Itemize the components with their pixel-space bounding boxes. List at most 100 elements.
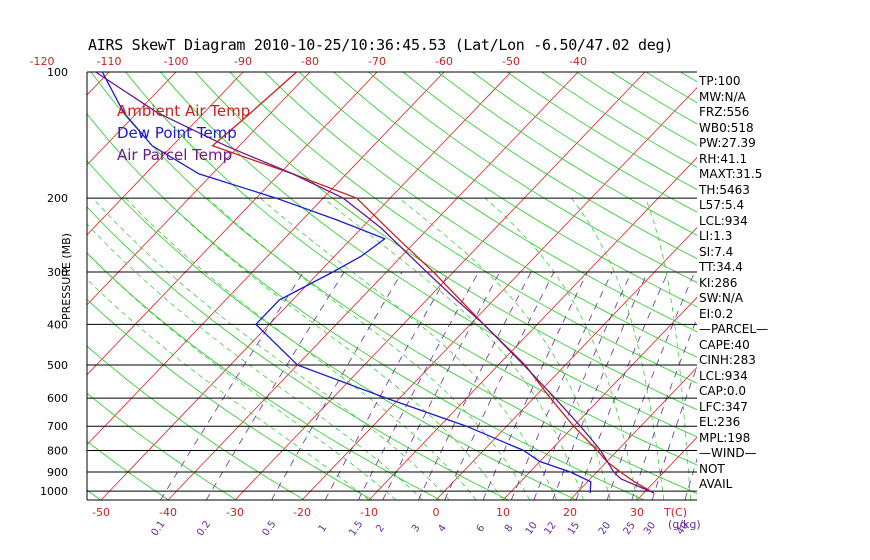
index-item: KI:286	[699, 275, 738, 290]
dry-adiabat	[0, 72, 33, 500]
legend-air-parcel-temp: Air Parcel Temp	[117, 146, 233, 164]
dry-adiabat	[298, 72, 697, 333]
index-item: MPL:198	[699, 430, 751, 445]
mixing-ratio-tick-label: 25	[622, 520, 638, 537]
index-item: TP:100	[699, 74, 741, 88]
mixing-ratio-line	[444, 271, 555, 500]
bottom-temp-tick-label: 30	[630, 506, 644, 519]
isotherm-line	[167, 72, 579, 500]
index-item: PW:27.39	[699, 136, 756, 150]
dry-adiabat	[87, 113, 645, 500]
mixing-ratio-line	[606, 271, 695, 500]
dry-adiabat	[229, 72, 697, 384]
mixing-ratio-tick-label: 20	[597, 520, 613, 537]
mixing-ratio-tick-label: 1.5	[347, 519, 365, 538]
mixing-ratio-tick-label: 6	[475, 523, 488, 535]
bottom-temp-tick-label: -50	[92, 506, 110, 519]
mixing-ratio-line	[631, 317, 697, 500]
mixing-ratio-line	[160, 271, 304, 500]
moist-adiabat	[87, 278, 370, 500]
isotherm-line	[502, 296, 697, 500]
isotherm-line	[368, 157, 697, 500]
moist-adiabat	[398, 197, 611, 500]
bottom-temp-tick-label: -40	[159, 506, 177, 519]
dry-adiabat	[368, 72, 697, 283]
mixing-ratio-line	[382, 271, 501, 500]
mixing-ratio-unit-label: (g/kg)	[668, 518, 701, 531]
bottom-temp-tick-label: 10	[496, 506, 510, 519]
dry-adiabat	[264, 72, 697, 358]
moist-adiabat	[87, 252, 397, 500]
index-item: EL:236	[699, 415, 741, 429]
dry-adiabat	[87, 206, 509, 500]
dry-adiabat	[90, 72, 697, 494]
dry-adiabat	[506, 72, 697, 190]
pressure-tick-label: 600	[47, 392, 68, 405]
legend-ambient-air-temp: Ambient Air Temp	[117, 102, 251, 120]
mixing-ratio-tick-label: 1	[317, 523, 330, 535]
chart-title: AIRS SkewT Diagram 2010-10-25/10:36:45.5…	[88, 36, 673, 54]
dry-adiabat	[87, 489, 101, 500]
isotherm-line	[87, 72, 110, 96]
series-air-parcel-temp	[95, 72, 655, 494]
bottom-temp-tick-label: 0	[433, 506, 440, 519]
top-temp-tick-label: -100	[164, 55, 189, 68]
top-temp-tick-label: -50	[502, 55, 520, 68]
top-temp-tick-label: -70	[368, 55, 386, 68]
isotherm-line	[0, 72, 42, 500]
index-item: EI:0.2	[699, 306, 734, 321]
mixing-ratio-tick-label: 3	[410, 523, 423, 535]
top-temp-tick-label: -60	[435, 55, 453, 68]
moist-adiabat	[163, 197, 504, 500]
mixing-ratio-line	[552, 271, 649, 500]
moist-adiabat	[125, 197, 477, 500]
mixing-ratio-tick-label: 2	[374, 523, 387, 535]
mixing-ratio-tick-label: 4	[436, 523, 449, 535]
mixing-ratio-tick-label: 0.2	[195, 519, 213, 538]
index-item: MAXT:31.5	[699, 167, 763, 181]
index-item: LFC:347	[699, 399, 748, 414]
dry-adiabat	[645, 72, 697, 104]
isotherm-line	[435, 226, 697, 500]
mixing-ratio-line	[651, 365, 697, 500]
pressure-tick-label: 200	[47, 192, 68, 205]
dry-adiabat	[402, 72, 697, 260]
dry-adiabat	[125, 72, 697, 466]
top-temp-tick-label: -110	[97, 55, 122, 68]
dry-adiabat	[87, 159, 577, 500]
y-axis-label: PRESSURE (MB)	[60, 233, 73, 320]
dry-adiabat	[87, 440, 169, 500]
mixing-ratio-tick-label: 15	[566, 520, 582, 537]
isotherm-line	[87, 72, 378, 376]
dry-adiabat	[87, 345, 305, 500]
pressure-tick-label: 1000	[40, 485, 68, 498]
mixing-ratio-line	[271, 271, 403, 500]
isotherm-line	[87, 72, 177, 166]
bottom-temp-tick-label: -10	[360, 506, 378, 519]
mixing-ratio-tick-label: 10	[524, 520, 540, 537]
index-item: SW:N/A	[699, 291, 744, 305]
mixing-ratio-tick-label: 12	[542, 520, 558, 537]
pressure-tick-label: 500	[47, 359, 68, 372]
bottom-temp-tick-label: -20	[293, 506, 311, 519]
dry-adiabat	[87, 392, 237, 500]
index-item: —WIND—	[699, 446, 757, 460]
moist-adiabat	[484, 197, 638, 500]
index-item: CAP:0.0	[699, 384, 746, 398]
bottom-temp-unit-label: T(C)	[663, 506, 687, 519]
index-item: MW:N/A	[699, 89, 746, 104]
grid-lines	[0, 72, 697, 500]
index-item: AVAIL	[699, 477, 733, 491]
dry-adiabat	[159, 72, 697, 438]
top-temp-tick-label: -80	[301, 55, 319, 68]
index-item: NOT	[699, 461, 725, 476]
mixing-ratio-line	[418, 271, 532, 500]
bottom-temp-tick-label: -30	[226, 506, 244, 519]
isotherm-line	[569, 366, 697, 500]
mixing-ratio-line	[357, 271, 479, 500]
mixing-ratio-line	[533, 271, 632, 500]
mixing-ratio-line	[205, 271, 345, 500]
dry-adiabat	[472, 72, 697, 213]
index-item: TH:5463	[699, 182, 750, 197]
